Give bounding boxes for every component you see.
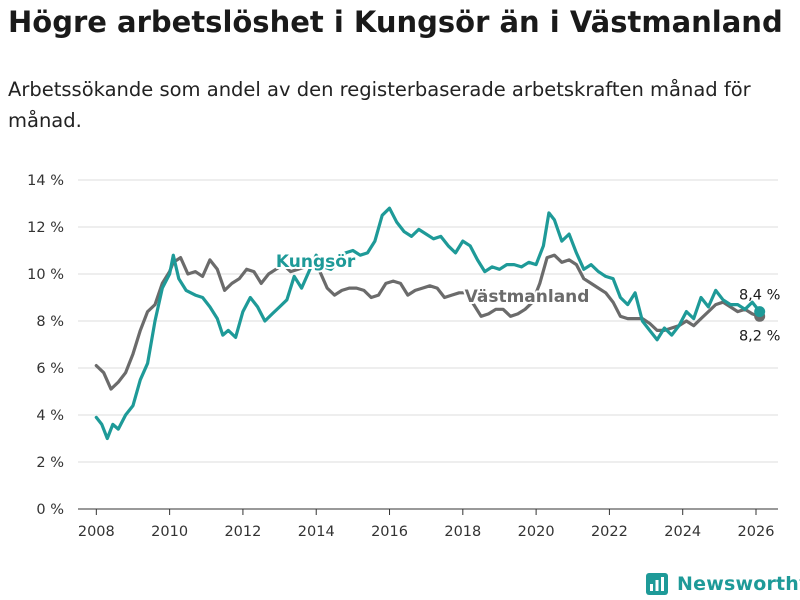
y-tick-label: 8 %	[36, 314, 64, 330]
x-tick-label: 2020	[518, 524, 555, 540]
end-value-label-vastmanland: 8,2 %	[739, 328, 780, 344]
x-tick-label: 2026	[738, 524, 775, 540]
x-tick-label: 2016	[371, 524, 408, 540]
x-tick-label: 2012	[224, 524, 261, 540]
x-tick-label: 2014	[298, 524, 335, 540]
grid-lines	[78, 179, 778, 463]
series-line-vastmanland	[94, 253, 762, 391]
end-point-kungsor	[754, 306, 766, 318]
y-tick-label: 12 %	[27, 220, 64, 236]
y-tick-label: 6 %	[36, 361, 64, 377]
x-tick-label: 2010	[151, 524, 188, 540]
series-label-kungsor: Kungsör	[276, 252, 356, 272]
brand-name: Newsworthy	[677, 573, 800, 595]
series-line-kungsor	[94, 206, 762, 441]
series-label-vastmanland: Västmanland	[465, 287, 590, 307]
series-labels: Kungsör Västmanland 8,4 % 8,2 %	[274, 250, 780, 344]
x-tick-label: 2022	[591, 524, 628, 540]
series-lines	[94, 206, 766, 441]
y-tick-label: 4 %	[36, 408, 64, 424]
y-tick-label: 0 %	[36, 502, 64, 518]
bar-chart-icon	[646, 573, 668, 595]
axes: 0 % 2 % 4 % 6 % 8 % 10 % 12 % 14 % 2008 2010 2012 2…	[27, 173, 778, 540]
page-subtitle: Arbetssökande som andel av den registerb…	[8, 78, 751, 132]
y-tick-label: 2 %	[36, 455, 64, 471]
page-title: Högre arbetslöshet i Kungsör än i Västma…	[8, 5, 783, 39]
x-tick-label: 2024	[664, 524, 701, 540]
x-tick-label: 2008	[78, 524, 115, 540]
x-tick-label: 2018	[444, 524, 481, 540]
brand-logo: Newsworthy	[646, 568, 800, 600]
y-tick-label: 10 %	[27, 267, 64, 283]
end-value-label-kungsor: 8,4 %	[739, 288, 780, 304]
y-tick-label: 14 %	[27, 173, 64, 189]
